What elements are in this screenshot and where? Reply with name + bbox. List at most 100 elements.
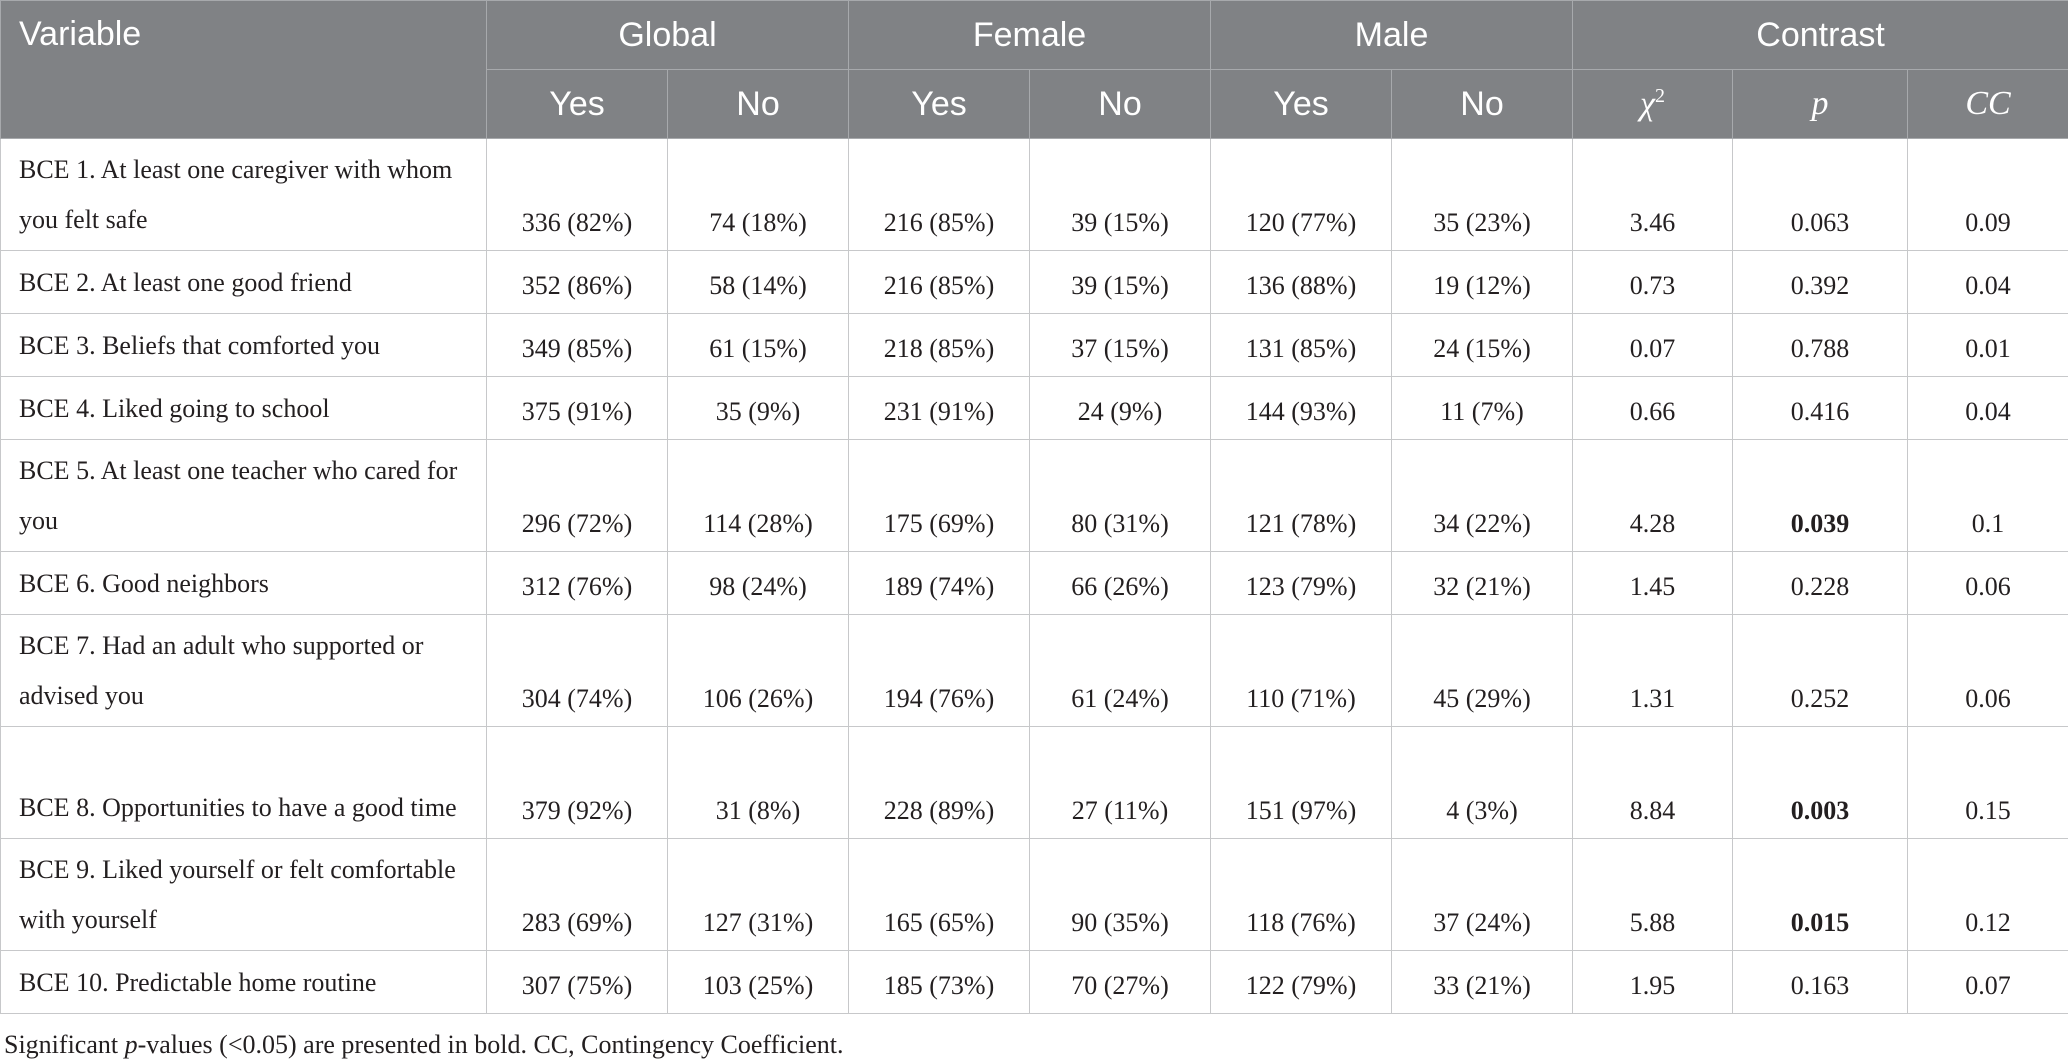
header-group-female: Female bbox=[849, 1, 1211, 70]
header-male-yes: Yes bbox=[1211, 70, 1392, 139]
cell-male-yes: 121 (78%) bbox=[1211, 440, 1392, 552]
cell-p-value: 0.063 bbox=[1733, 139, 1908, 251]
cell-global-no: 31 (8%) bbox=[668, 727, 849, 839]
table-row: BCE 9. Liked yourself or felt comfortabl… bbox=[1, 839, 2068, 951]
cell-male-yes: 123 (79%) bbox=[1211, 552, 1392, 615]
cell-cc: 0.15 bbox=[1908, 727, 2068, 839]
cell-female-yes: 194 (76%) bbox=[849, 615, 1030, 727]
cell-cc: 0.07 bbox=[1908, 951, 2068, 1014]
cell-cc: 0.01 bbox=[1908, 314, 2068, 377]
cell-female-no: 66 (26%) bbox=[1030, 552, 1211, 615]
cell-female-no: 39 (15%) bbox=[1030, 139, 1211, 251]
cell-female-yes: 216 (85%) bbox=[849, 139, 1030, 251]
cell-female-yes: 231 (91%) bbox=[849, 377, 1030, 440]
row-label: BCE 2. At least one good friend bbox=[1, 251, 487, 314]
cell-female-no: 24 (9%) bbox=[1030, 377, 1211, 440]
header-male-no: No bbox=[1392, 70, 1573, 139]
header-chi-square: χ2 bbox=[1573, 70, 1733, 139]
cell-p-value: 0.015 bbox=[1733, 839, 1908, 951]
cell-cc: 0.1 bbox=[1908, 440, 2068, 552]
cell-male-no: 24 (15%) bbox=[1392, 314, 1573, 377]
cell-female-yes: 185 (73%) bbox=[849, 951, 1030, 1014]
cell-female-yes: 228 (89%) bbox=[849, 727, 1030, 839]
cell-male-no: 37 (24%) bbox=[1392, 839, 1573, 951]
cell-male-yes: 151 (97%) bbox=[1211, 727, 1392, 839]
cell-cc: 0.06 bbox=[1908, 552, 2068, 615]
table-row: BCE 5. At least one teacher who cared fo… bbox=[1, 440, 2068, 552]
cell-global-yes: 304 (74%) bbox=[487, 615, 668, 727]
cell-global-no: 114 (28%) bbox=[668, 440, 849, 552]
cell-chi-square: 4.28 bbox=[1573, 440, 1733, 552]
cell-global-no: 61 (15%) bbox=[668, 314, 849, 377]
cell-female-no: 27 (11%) bbox=[1030, 727, 1211, 839]
cell-p-value: 0.039 bbox=[1733, 440, 1908, 552]
cell-female-yes: 216 (85%) bbox=[849, 251, 1030, 314]
table-row: BCE 1. At least one caregiver with whom … bbox=[1, 139, 2068, 251]
cell-male-yes: 110 (71%) bbox=[1211, 615, 1392, 727]
header-group-global: Global bbox=[487, 1, 849, 70]
header-p-value: p bbox=[1733, 70, 1908, 139]
row-label: BCE 7. Had an adult who supported or adv… bbox=[1, 615, 487, 727]
footnote-italic-p: p bbox=[125, 1030, 138, 1059]
bce-table: Variable Global Female Male Contrast Yes… bbox=[0, 0, 2068, 1014]
cell-female-yes: 165 (65%) bbox=[849, 839, 1030, 951]
cell-p-value: 0.003 bbox=[1733, 727, 1908, 839]
cell-male-yes: 118 (76%) bbox=[1211, 839, 1392, 951]
cell-global-yes: 336 (82%) bbox=[487, 139, 668, 251]
cell-male-yes: 122 (79%) bbox=[1211, 951, 1392, 1014]
row-label: BCE 9. Liked yourself or felt comfortabl… bbox=[1, 839, 487, 951]
row-label: BCE 3. Beliefs that comforted you bbox=[1, 314, 487, 377]
cell-global-yes: 296 (72%) bbox=[487, 440, 668, 552]
cell-cc: 0.09 bbox=[1908, 139, 2068, 251]
cell-global-no: 35 (9%) bbox=[668, 377, 849, 440]
cell-global-no: 103 (25%) bbox=[668, 951, 849, 1014]
header-female-yes: Yes bbox=[849, 70, 1030, 139]
cell-male-no: 4 (3%) bbox=[1392, 727, 1573, 839]
cell-female-yes: 218 (85%) bbox=[849, 314, 1030, 377]
cell-global-no: 74 (18%) bbox=[668, 139, 849, 251]
cell-global-no: 58 (14%) bbox=[668, 251, 849, 314]
table-body: BCE 1. At least one caregiver with whom … bbox=[1, 139, 2068, 1014]
cell-chi-square: 0.66 bbox=[1573, 377, 1733, 440]
cell-chi-square: 1.95 bbox=[1573, 951, 1733, 1014]
cell-male-no: 35 (23%) bbox=[1392, 139, 1573, 251]
cell-global-no: 127 (31%) bbox=[668, 839, 849, 951]
cell-global-no: 98 (24%) bbox=[668, 552, 849, 615]
table-header: Variable Global Female Male Contrast Yes… bbox=[1, 1, 2068, 139]
header-cc: CC bbox=[1908, 70, 2068, 139]
row-label: BCE 10. Predictable home routine bbox=[1, 951, 487, 1014]
cell-male-no: 11 (7%) bbox=[1392, 377, 1573, 440]
row-label: BCE 5. At least one teacher who cared fo… bbox=[1, 440, 487, 552]
row-label: BCE 1. At least one caregiver with whom … bbox=[1, 139, 487, 251]
cell-global-yes: 312 (76%) bbox=[487, 552, 668, 615]
cell-male-no: 19 (12%) bbox=[1392, 251, 1573, 314]
header-group-male: Male bbox=[1211, 1, 1573, 70]
header-global-yes: Yes bbox=[487, 70, 668, 139]
cell-global-yes: 375 (91%) bbox=[487, 377, 668, 440]
cell-female-no: 90 (35%) bbox=[1030, 839, 1211, 951]
row-label: BCE 8. Opportunities to have a good time bbox=[1, 727, 487, 839]
header-global-no: No bbox=[668, 70, 849, 139]
table-row: BCE 8. Opportunities to have a good time… bbox=[1, 727, 2068, 839]
cell-p-value: 0.228 bbox=[1733, 552, 1908, 615]
cell-male-no: 34 (22%) bbox=[1392, 440, 1573, 552]
cell-cc: 0.12 bbox=[1908, 839, 2068, 951]
row-label: BCE 4. Liked going to school bbox=[1, 377, 487, 440]
cell-female-no: 37 (15%) bbox=[1030, 314, 1211, 377]
cell-female-no: 80 (31%) bbox=[1030, 440, 1211, 552]
cell-global-yes: 307 (75%) bbox=[487, 951, 668, 1014]
cell-global-no: 106 (26%) bbox=[668, 615, 849, 727]
cell-chi-square: 1.31 bbox=[1573, 615, 1733, 727]
cell-female-no: 61 (24%) bbox=[1030, 615, 1211, 727]
cell-female-no: 70 (27%) bbox=[1030, 951, 1211, 1014]
cell-chi-square: 0.07 bbox=[1573, 314, 1733, 377]
cell-male-no: 45 (29%) bbox=[1392, 615, 1573, 727]
cell-chi-square: 0.73 bbox=[1573, 251, 1733, 314]
cell-p-value: 0.788 bbox=[1733, 314, 1908, 377]
cell-male-no: 32 (21%) bbox=[1392, 552, 1573, 615]
cell-global-yes: 379 (92%) bbox=[487, 727, 668, 839]
